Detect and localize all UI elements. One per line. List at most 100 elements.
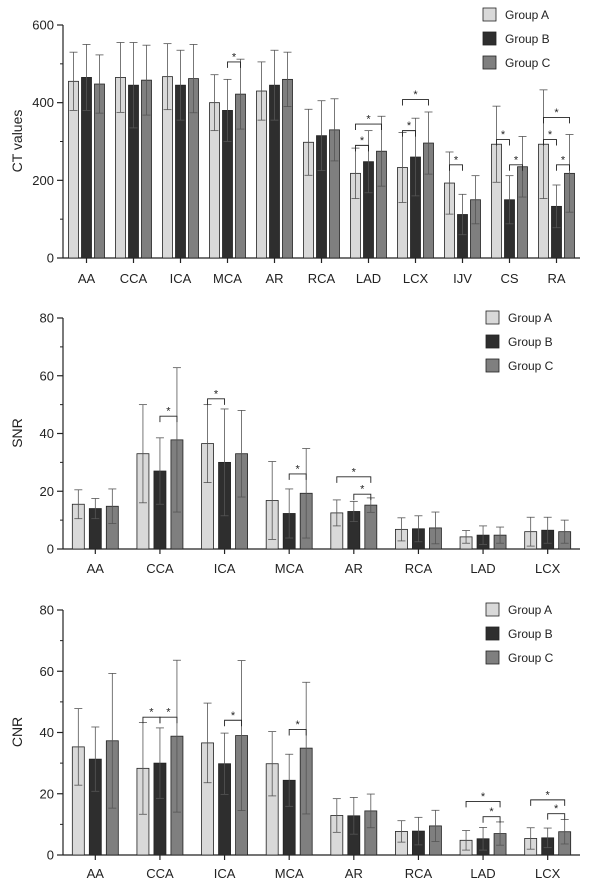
significance-label: *	[454, 154, 459, 166]
significance-label: *	[546, 789, 551, 801]
significance-label: *	[352, 466, 357, 478]
y-tick-label: 200	[32, 173, 54, 188]
significance-bracket	[355, 123, 382, 131]
y-tick-label: 40	[40, 725, 54, 740]
legend-label: Group A	[505, 8, 549, 22]
y-tick-label: 40	[40, 426, 54, 441]
x-tick-label: AA	[87, 866, 105, 881]
significance-bracket	[402, 130, 416, 137]
x-tick-label: MCA	[213, 271, 242, 286]
significance-bracket	[543, 139, 557, 146]
significance-label: *	[149, 707, 154, 719]
legend-swatch	[482, 7, 497, 22]
legend-swatch	[482, 55, 497, 70]
y-tick-label: 60	[40, 664, 54, 679]
x-tick-label: AR	[345, 561, 363, 576]
y-tick-label: 20	[40, 484, 54, 499]
legend-swatch	[485, 602, 500, 617]
x-tick-label: CCA	[120, 271, 148, 286]
y-axis-title: CNR	[9, 717, 25, 747]
y-tick-label: 60	[40, 368, 54, 383]
significance-bracket	[496, 139, 510, 146]
significance-bracket	[530, 799, 566, 806]
x-tick-label: AR	[265, 271, 283, 286]
legend-swatch	[482, 31, 497, 46]
significance-label: *	[481, 791, 486, 803]
y-tick-label: 0	[47, 251, 54, 266]
x-tick-label: ICA	[170, 271, 192, 286]
legend-swatch	[485, 358, 500, 373]
x-tick-label: LCX	[403, 271, 429, 286]
significance-bracket	[482, 816, 501, 823]
significance-bracket	[159, 415, 178, 423]
significance-bracket	[288, 473, 307, 480]
x-tick-label: CCA	[146, 561, 174, 576]
x-tick-label: RCA	[308, 271, 336, 286]
x-tick-label: AA	[78, 271, 96, 286]
x-tick-label: AR	[345, 866, 363, 881]
significance-label: *	[554, 803, 559, 815]
x-tick-label: CS	[500, 271, 518, 286]
y-tick-label: 20	[40, 786, 54, 801]
x-tick-label: RCA	[405, 866, 433, 881]
x-tick-label: LAD	[470, 561, 495, 576]
y-tick-label: 400	[32, 95, 54, 110]
y-tick-label: 600	[32, 18, 54, 33]
significance-bracket	[353, 493, 372, 501]
legend-label: Group C	[505, 56, 551, 70]
x-tick-label: ICA	[214, 866, 236, 881]
x-tick-label: RA	[547, 271, 565, 286]
significance-label: *	[561, 154, 566, 166]
significance-bracket	[543, 116, 570, 124]
significance-bracket	[402, 99, 429, 106]
significance-label: *	[166, 406, 171, 418]
significance-label: *	[501, 129, 506, 141]
legend-swatch	[485, 626, 500, 641]
significance-label: *	[489, 806, 494, 818]
significance-bracket	[288, 728, 307, 736]
significance-label: *	[366, 114, 371, 126]
significance-label: *	[413, 89, 418, 101]
legend-label: Group B	[505, 32, 550, 46]
significance-bracket	[449, 164, 463, 171]
x-tick-label: RCA	[405, 561, 433, 576]
y-tick-label: 0	[47, 848, 54, 863]
legend-label: Group C	[508, 359, 554, 373]
y-tick-label: 80	[40, 311, 54, 326]
significance-bracket	[227, 61, 241, 68]
legend-label: Group C	[508, 651, 554, 665]
significance-label: *	[407, 120, 412, 132]
legend-label: Group A	[508, 311, 552, 325]
legend-swatch	[485, 650, 500, 665]
significance-label: *	[554, 107, 559, 119]
significance-label: *	[548, 129, 553, 141]
significance-bracket	[556, 164, 570, 171]
significance-label: *	[360, 484, 365, 496]
significance-label: *	[166, 707, 171, 719]
chart-panel-1: 0 200 400 600 CT values AA CCA ICA MCA AR RCA LAD LC…	[9, 7, 580, 286]
significance-label: *	[360, 135, 365, 147]
legend-label: Group B	[508, 627, 553, 641]
significance-bracket	[336, 476, 372, 483]
y-axis-title: CT values	[9, 110, 25, 173]
significance-label: *	[214, 388, 219, 400]
x-tick-label: LCX	[535, 561, 561, 576]
x-tick-label: MCA	[275, 561, 304, 576]
significance-label: *	[232, 51, 237, 63]
significance-bracket	[355, 144, 369, 152]
legend-label: Group A	[508, 603, 552, 617]
y-axis-title: SNR	[9, 418, 25, 448]
x-tick-label: MCA	[275, 866, 304, 881]
significance-bracket	[547, 813, 566, 820]
significance-bracket	[159, 716, 178, 724]
legend-swatch	[485, 334, 500, 349]
significance-bracket	[207, 398, 226, 405]
significance-label: *	[296, 463, 301, 475]
x-tick-label: ICA	[214, 561, 236, 576]
significance-bracket	[465, 800, 501, 808]
legend-swatch	[485, 310, 500, 325]
legend-label: Group B	[508, 335, 553, 349]
significance-bracket	[224, 719, 243, 727]
